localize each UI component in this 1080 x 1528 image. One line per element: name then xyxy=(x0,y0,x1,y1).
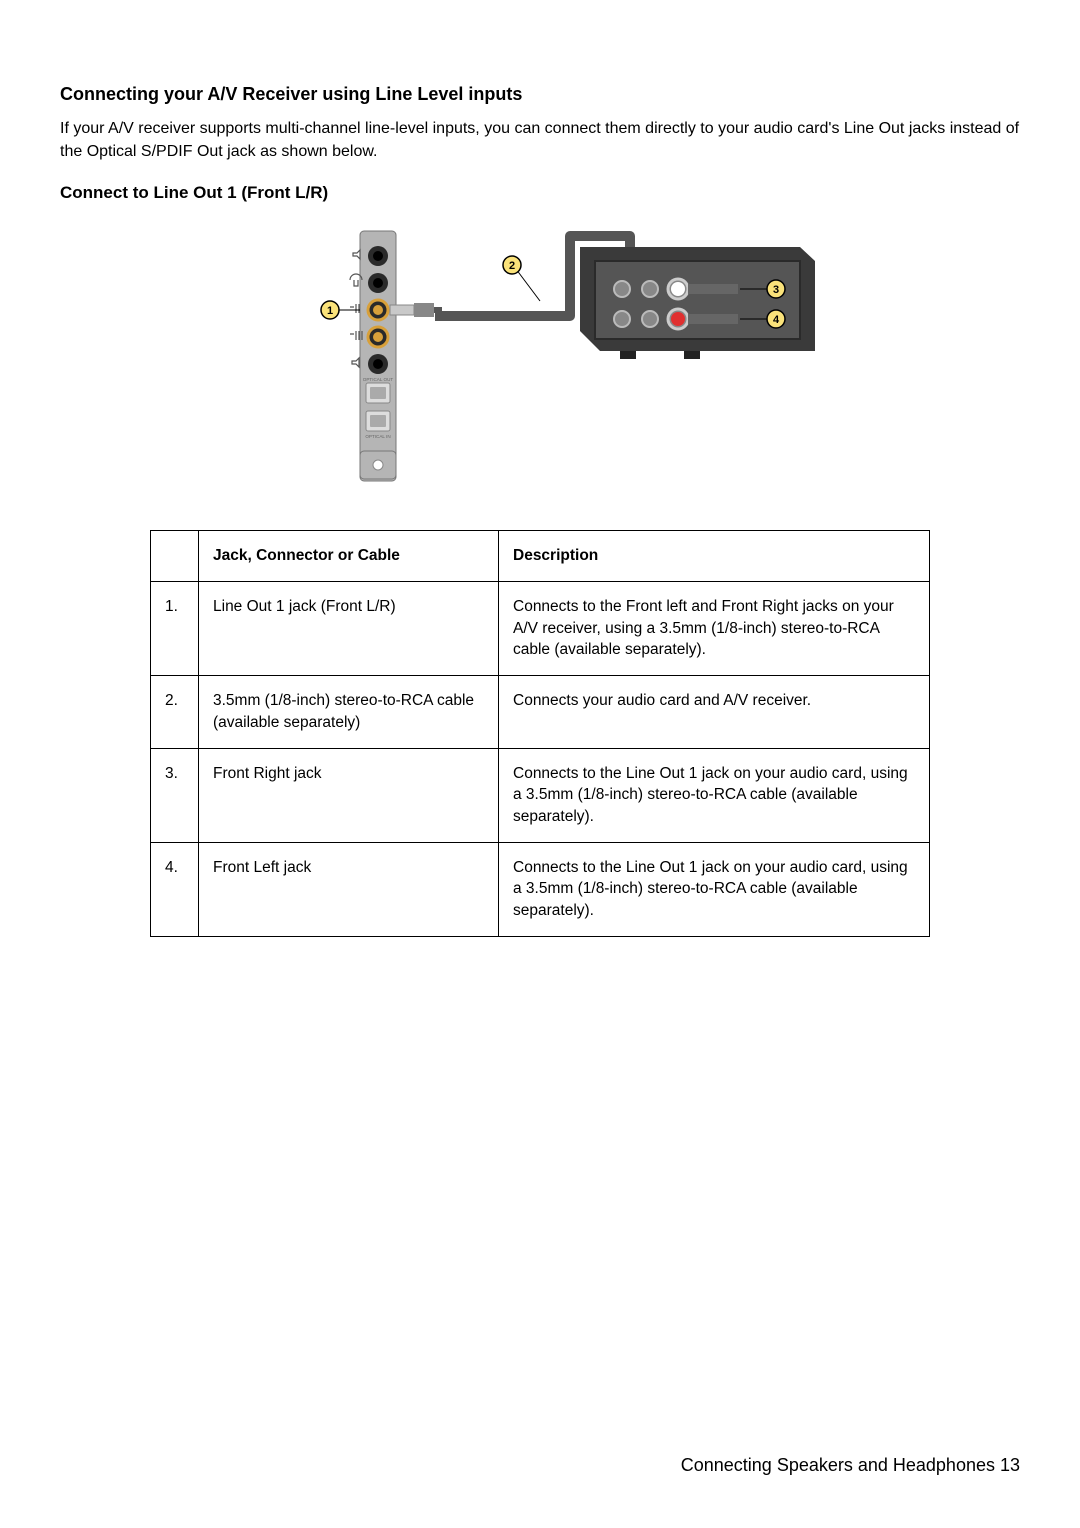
row-jack: Front Left jack xyxy=(199,842,499,936)
row-desc: Connects to the Front left and Front Rig… xyxy=(499,582,930,676)
connector-table: Jack, Connector or Cable Description 1. … xyxy=(150,530,930,936)
row-desc: Connects to the Line Out 1 jack on your … xyxy=(499,748,930,842)
callout-1: 1 xyxy=(327,305,333,317)
table-header-desc: Description xyxy=(499,531,930,582)
callout-3: 3 xyxy=(773,284,779,296)
optical-in-label: OPTICAL IN xyxy=(365,434,390,439)
row-jack: Front Right jack xyxy=(199,748,499,842)
connection-diagram: OPTICAL OUT OPTICAL IN xyxy=(60,211,1020,506)
row-num: 2. xyxy=(151,676,199,748)
receiver-icon xyxy=(580,247,815,359)
row-jack: Line Out 1 jack (Front L/R) xyxy=(199,582,499,676)
heading-main: Connecting your A/V Receiver using Line … xyxy=(60,84,1020,105)
table-row: 4. Front Left jack Connects to the Line … xyxy=(151,842,930,936)
table-row: 1. Line Out 1 jack (Front L/R) Connects … xyxy=(151,582,930,676)
callout-4: 4 xyxy=(773,314,780,326)
table-row: 2. 3.5mm (1/8-inch) stereo-to-RCA cable … xyxy=(151,676,930,748)
optical-out-label: OPTICAL OUT xyxy=(363,377,394,382)
table-header-blank xyxy=(151,531,199,582)
row-desc: Connects your audio card and A/V receive… xyxy=(499,676,930,748)
row-num: 3. xyxy=(151,748,199,842)
row-jack: 3.5mm (1/8-inch) stereo-to-RCA cable (av… xyxy=(199,676,499,748)
heading-sub: Connect to Line Out 1 (Front L/R) xyxy=(60,183,1020,203)
page-footer: Connecting Speakers and Headphones 13 xyxy=(681,1455,1020,1476)
row-desc: Connects to the Line Out 1 jack on your … xyxy=(499,842,930,936)
callout-2: 2 xyxy=(509,260,515,272)
intro-paragraph: If your A/V receiver supports multi-chan… xyxy=(60,117,1020,163)
table-row: 3. Front Right jack Connects to the Line… xyxy=(151,748,930,842)
row-num: 4. xyxy=(151,842,199,936)
row-num: 1. xyxy=(151,582,199,676)
table-header-jack: Jack, Connector or Cable xyxy=(199,531,499,582)
